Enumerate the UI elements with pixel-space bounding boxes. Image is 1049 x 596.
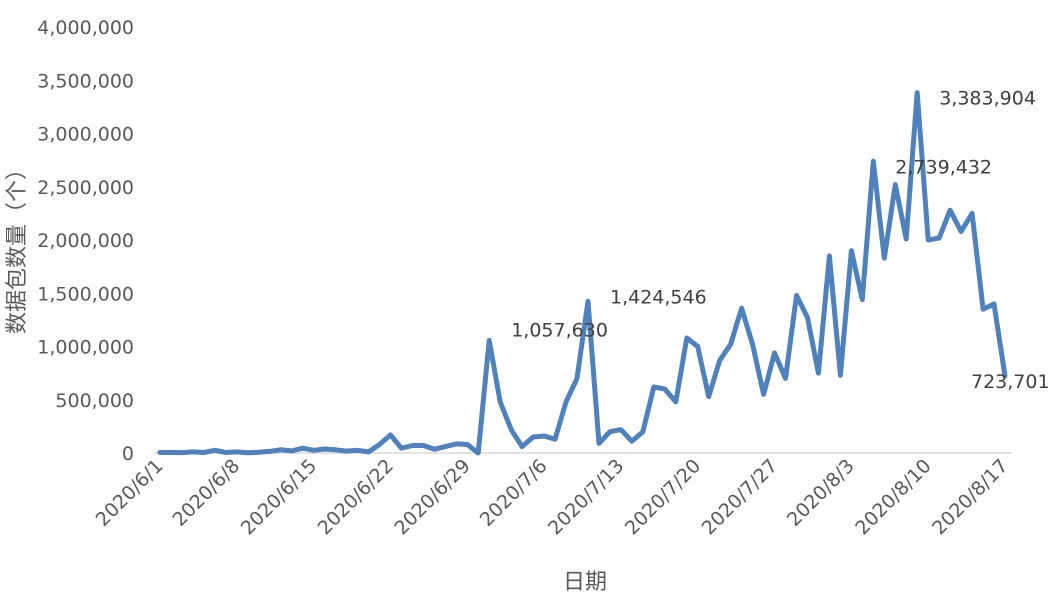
data-label: 1,424,546 bbox=[610, 286, 707, 308]
x-tick-label: 2020/6/22 bbox=[314, 455, 398, 539]
data-label: 3,383,904 bbox=[939, 88, 1036, 110]
y-tick-label: 2,000,000 bbox=[37, 230, 134, 252]
x-tick-label: 2020/7/13 bbox=[544, 455, 628, 539]
y-tick-label: 2,500,000 bbox=[37, 177, 134, 199]
x-tick-label: 2020/8/10 bbox=[851, 455, 935, 539]
x-tick-label: 2020/8/17 bbox=[928, 455, 1012, 539]
y-tick-label: 3,000,000 bbox=[37, 124, 134, 146]
x-axis-title: 日期 bbox=[563, 570, 607, 595]
y-tick-label: 4,000,000 bbox=[37, 17, 134, 39]
x-tick-label: 2020/6/8 bbox=[168, 455, 244, 531]
y-axis-title: 数据包数量（个） bbox=[5, 158, 30, 334]
x-tick-label: 2020/7/20 bbox=[621, 455, 705, 539]
x-tick-label: 2020/8/3 bbox=[783, 455, 859, 531]
x-tick-label: 2020/6/1 bbox=[92, 455, 168, 531]
y-axis-ticks: 0 500,000 1,000,000 1,500,000 2,000,000 2,500… bbox=[37, 17, 134, 465]
data-label: 723,701 bbox=[971, 371, 1049, 393]
y-tick-label: 500,000 bbox=[55, 390, 134, 412]
y-tick-label: 1,500,000 bbox=[37, 283, 134, 305]
y-tick-label: 1,000,000 bbox=[37, 337, 134, 359]
y-tick-label: 3,500,000 bbox=[37, 70, 134, 92]
x-tick-label: 2020/7/6 bbox=[476, 455, 552, 531]
data-label: 1,057,630 bbox=[511, 319, 608, 341]
x-tick-label: 2020/7/27 bbox=[698, 455, 782, 539]
x-tick-label: 2020/6/29 bbox=[390, 455, 474, 539]
data-label: 2,739,432 bbox=[895, 156, 992, 178]
series-line bbox=[157, 90, 1008, 456]
x-tick-label: 2020/6/15 bbox=[237, 455, 321, 539]
x-axis-ticks: 2020/6/1 2020/6/82020/6/152020/6/222020/6… bbox=[92, 455, 1013, 539]
y-tick-label: 0 bbox=[122, 443, 134, 465]
